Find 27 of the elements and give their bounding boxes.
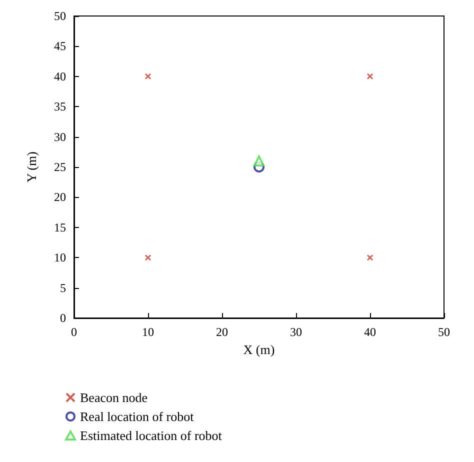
x-tick-label: 30 — [290, 325, 302, 339]
legend-label: Estimated location of robot — [80, 428, 222, 443]
x-tick-label: 20 — [216, 325, 228, 339]
point — [144, 254, 152, 261]
x-tick-label: 40 — [364, 325, 376, 339]
y-axis-title: Y (m) — [24, 152, 39, 182]
x-tick-label: 50 — [438, 325, 450, 339]
point — [254, 155, 264, 166]
y-tick-label: 10 — [54, 250, 66, 265]
y-tick-label: 50 — [54, 9, 66, 23]
point — [366, 254, 374, 261]
y-tick-label: 30 — [54, 130, 66, 144]
y-tick-label: 20 — [54, 190, 66, 204]
legend-label: Beacon node — [80, 390, 148, 405]
y-tick-label: 5 — [60, 280, 66, 295]
y-tick-label: 15 — [54, 220, 66, 234]
point — [144, 73, 152, 80]
point — [366, 73, 374, 80]
y-tick-label: 40 — [54, 69, 66, 84]
x-axis-title: X (m) — [243, 342, 275, 357]
y-tick-label: 35 — [54, 100, 66, 114]
y-tick-label: 0 — [60, 311, 66, 325]
legend-label: Real location of robot — [80, 409, 194, 424]
y-tick-label: 45 — [54, 39, 66, 54]
y-tick-label: 25 — [54, 160, 66, 174]
x-tick-label: 0 — [71, 325, 77, 339]
x-tick-label: 10 — [142, 325, 154, 339]
